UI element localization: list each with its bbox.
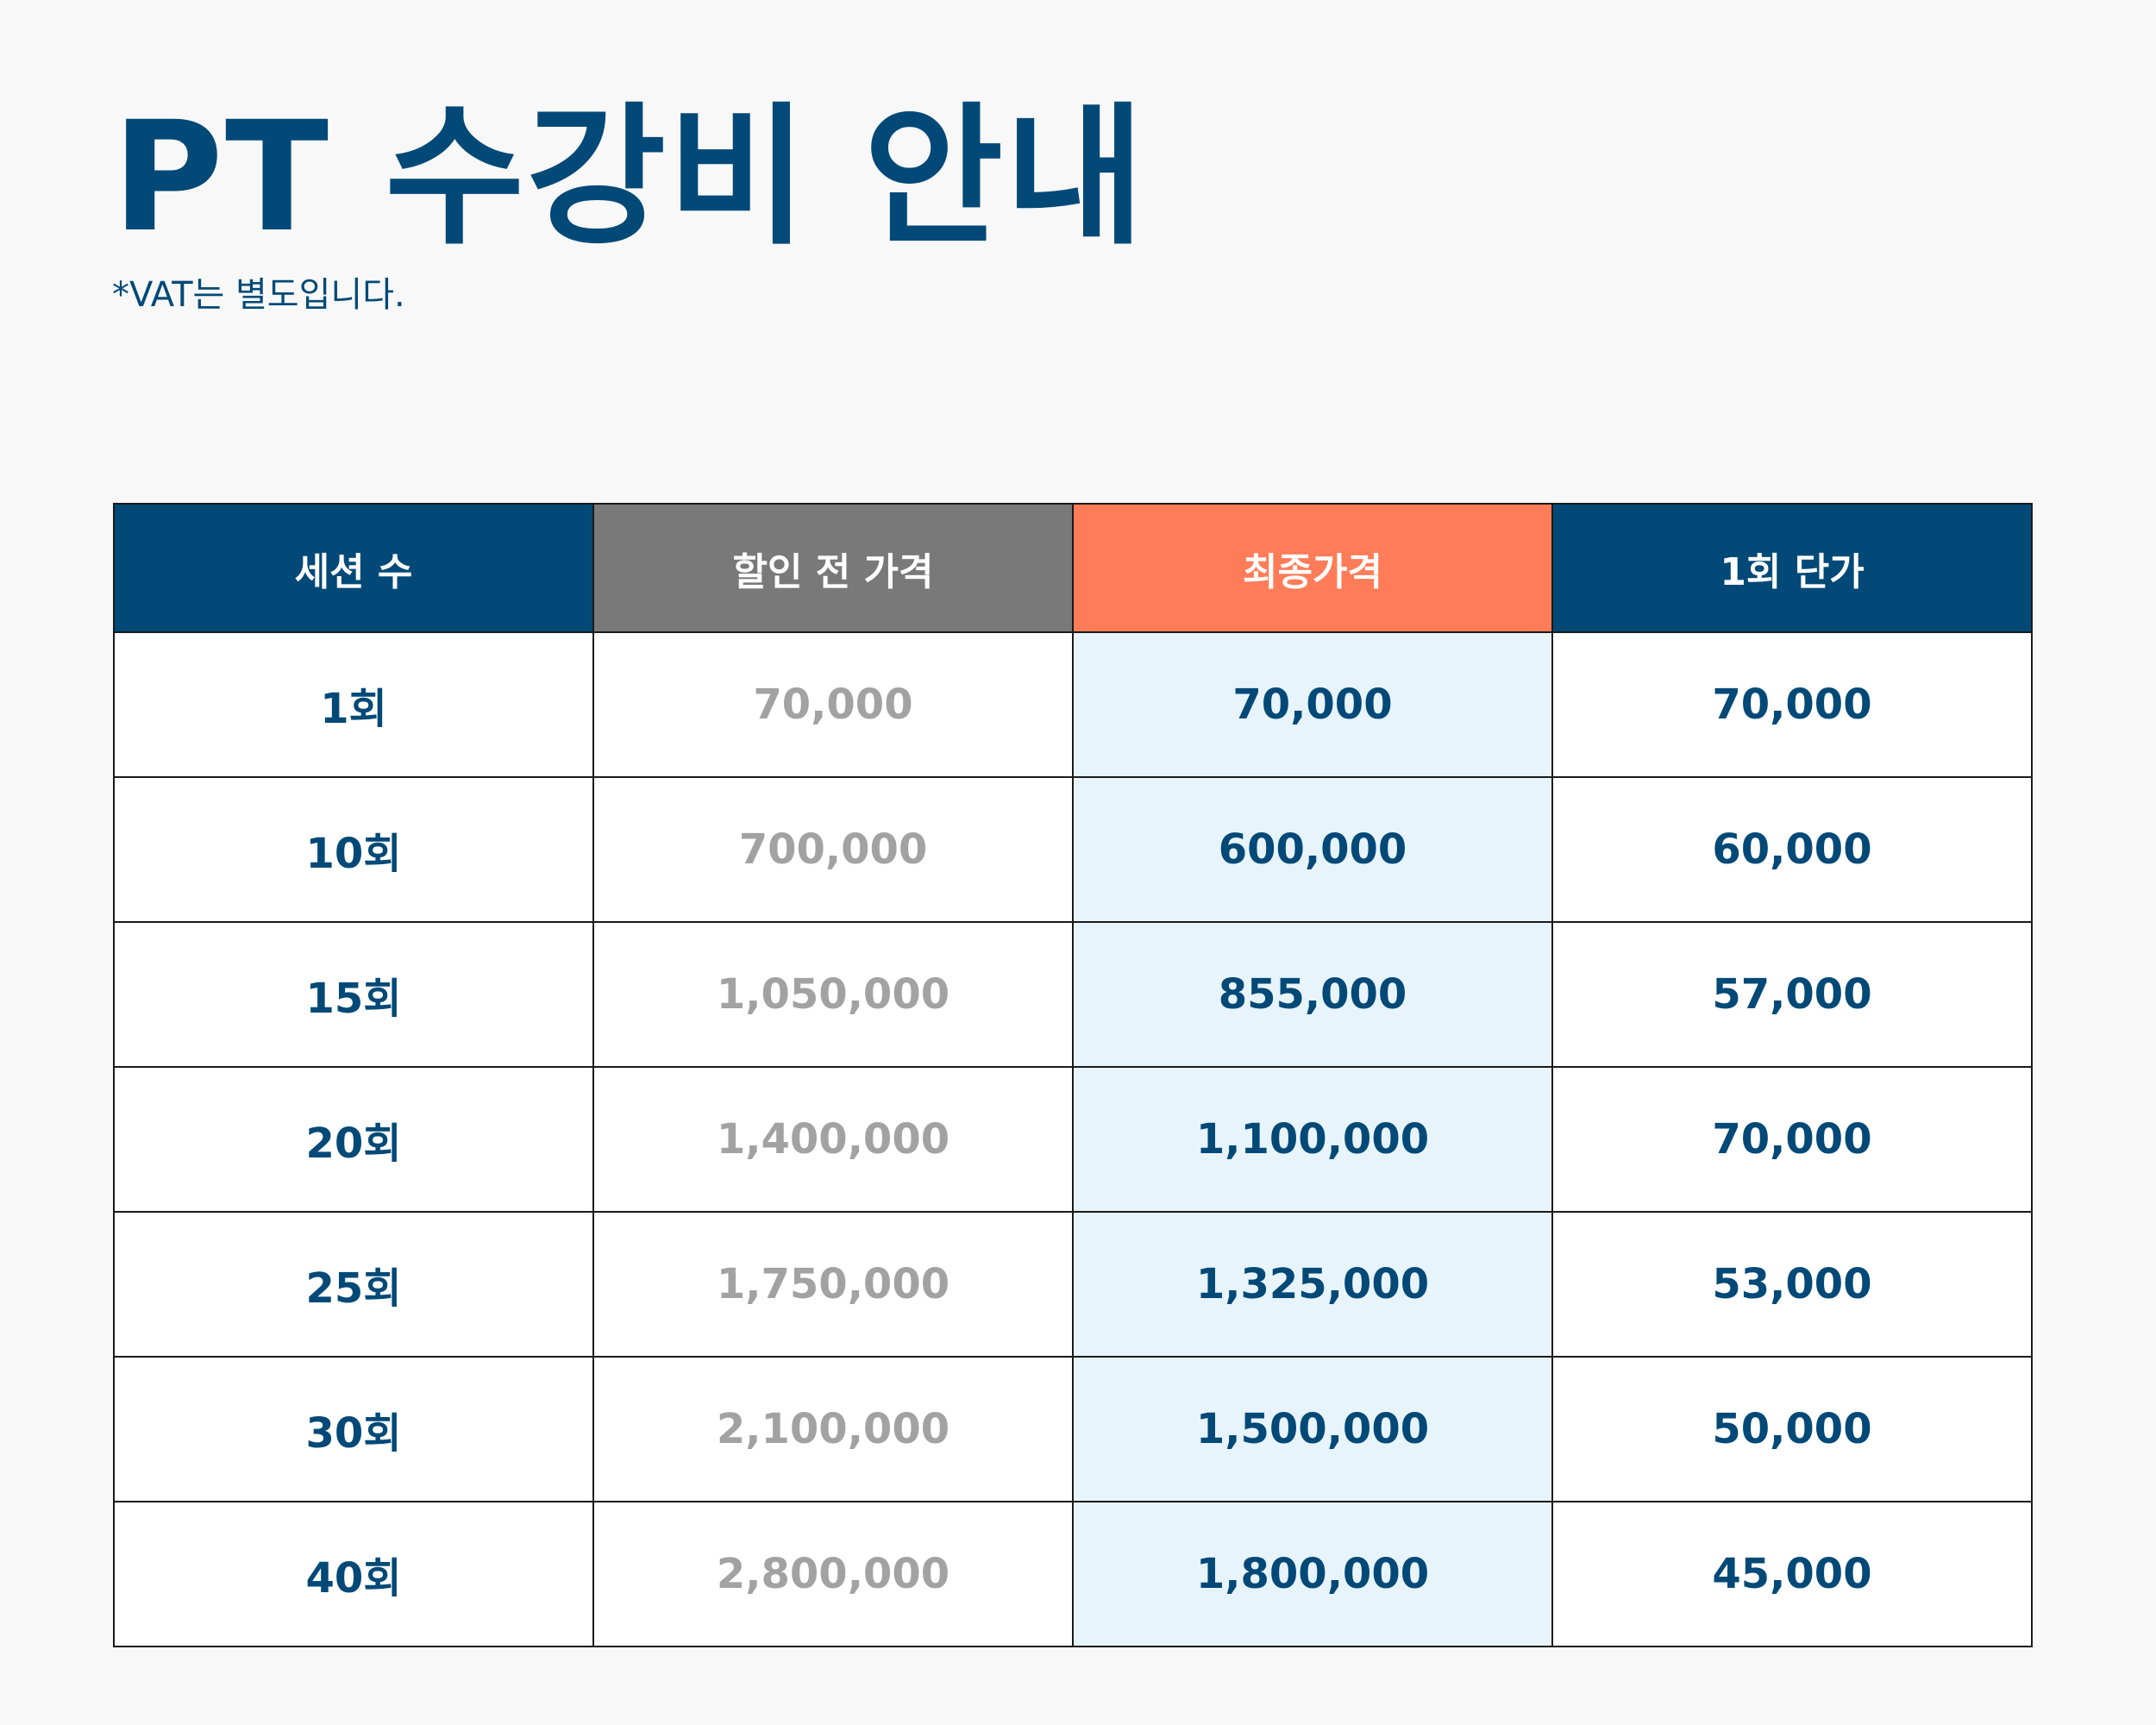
header-sessions: 세션 수 [113,503,594,633]
final-price-cell: 1,500,000 [1072,1356,1553,1502]
sessions-cell: 40회 [113,1501,594,1647]
table-row: 1회 70,000 70,000 70,000 [113,631,2033,778]
original-price-cell: 1,050,000 [592,921,1074,1068]
unit-price-cell: 57,000 [1551,921,2033,1068]
table-row: 40회 2,800,000 1,800,000 45,000 [113,1501,2033,1647]
vat-note: *VAT는 별도입니다. [112,275,405,315]
table-row: 10회 700,000 600,000 60,000 [113,776,2033,923]
unit-price-cell: 53,000 [1551,1211,2033,1358]
final-price-cell: 70,000 [1072,631,1553,778]
original-price-cell: 2,100,000 [592,1356,1074,1502]
final-price-cell: 855,000 [1072,921,1553,1068]
sessions-cell: 30회 [113,1356,594,1502]
unit-price-cell: 45,000 [1551,1501,2033,1647]
unit-price-cell: 70,000 [1551,1066,2033,1213]
pricing-table: 세션 수 할인 전 가격 최종가격 1회 단가 1회 70,000 70,000 70… [113,503,2033,1647]
final-price-cell: 600,000 [1072,776,1553,923]
header-unit-price: 1회 단가 [1551,503,2033,633]
original-price-cell: 1,750,000 [592,1211,1074,1358]
original-price-cell: 1,400,000 [592,1066,1074,1213]
table-row: 25회 1,750,000 1,325,000 53,000 [113,1211,2033,1358]
page-title: PT 수강비 안내 [112,89,1147,266]
sessions-cell: 20회 [113,1066,594,1213]
sessions-cell: 15회 [113,921,594,1068]
unit-price-cell: 50,000 [1551,1356,2033,1502]
sessions-cell: 25회 [113,1211,594,1358]
unit-price-cell: 60,000 [1551,776,2033,923]
table-row: 15회 1,050,000 855,000 57,000 [113,921,2033,1068]
final-price-cell: 1,800,000 [1072,1501,1553,1647]
header-final-price: 최종가격 [1072,503,1553,633]
unit-price-cell: 70,000 [1551,631,2033,778]
final-price-cell: 1,100,000 [1072,1066,1553,1213]
original-price-cell: 700,000 [592,776,1074,923]
header-original-price: 할인 전 가격 [592,503,1074,633]
original-price-cell: 2,800,000 [592,1501,1074,1647]
table-header-row: 세션 수 할인 전 가격 최종가격 1회 단가 [113,503,2033,633]
final-price-cell: 1,325,000 [1072,1211,1553,1358]
sessions-cell: 10회 [113,776,594,923]
sessions-cell: 1회 [113,631,594,778]
original-price-cell: 70,000 [592,631,1074,778]
table-row: 20회 1,400,000 1,100,000 70,000 [113,1066,2033,1213]
table-row: 30회 2,100,000 1,500,000 50,000 [113,1356,2033,1502]
